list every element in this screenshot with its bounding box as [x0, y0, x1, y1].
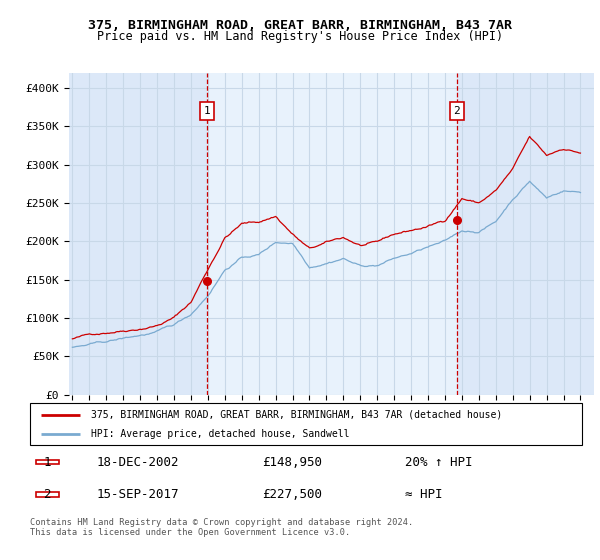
Bar — [35, 492, 59, 497]
Text: 15-SEP-2017: 15-SEP-2017 — [96, 488, 179, 501]
Bar — [35, 460, 59, 464]
Text: Price paid vs. HM Land Registry's House Price Index (HPI): Price paid vs. HM Land Registry's House … — [97, 30, 503, 43]
Text: £148,950: £148,950 — [262, 456, 322, 469]
Text: 20% ↑ HPI: 20% ↑ HPI — [406, 456, 473, 469]
Text: HPI: Average price, detached house, Sandwell: HPI: Average price, detached house, Sand… — [91, 430, 349, 439]
Text: 1: 1 — [204, 106, 211, 116]
Text: ≈ HPI: ≈ HPI — [406, 488, 443, 501]
Text: 375, BIRMINGHAM ROAD, GREAT BARR, BIRMINGHAM, B43 7AR (detached house): 375, BIRMINGHAM ROAD, GREAT BARR, BIRMIN… — [91, 410, 502, 420]
Text: 18-DEC-2002: 18-DEC-2002 — [96, 456, 179, 469]
Text: £227,500: £227,500 — [262, 488, 322, 501]
Text: 2: 2 — [43, 488, 51, 501]
Text: Contains HM Land Registry data © Crown copyright and database right 2024.
This d: Contains HM Land Registry data © Crown c… — [30, 518, 413, 538]
Text: 2: 2 — [454, 106, 460, 116]
Text: 375, BIRMINGHAM ROAD, GREAT BARR, BIRMINGHAM, B43 7AR: 375, BIRMINGHAM ROAD, GREAT BARR, BIRMIN… — [88, 18, 512, 32]
Bar — [207, 73, 457, 395]
Text: 1: 1 — [43, 456, 51, 469]
